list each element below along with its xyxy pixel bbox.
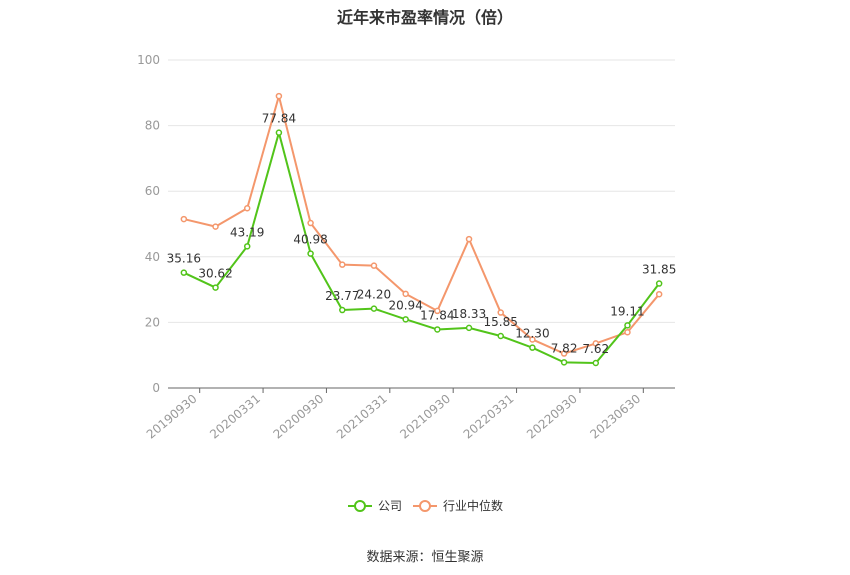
x-tick-label: 20200930 <box>271 392 327 442</box>
y-axis: 0 20 40 60 80 100 <box>137 53 160 395</box>
data-point[interactable] <box>465 235 473 243</box>
y-tick-label: 0 <box>152 381 160 395</box>
data-point[interactable] <box>275 92 283 100</box>
x-tick-label: 20210930 <box>397 392 453 442</box>
data-label: 12.30 <box>515 327 549 341</box>
data-point[interactable] <box>529 336 536 343</box>
chart-title: 近年来市盈率情况（倍） <box>336 8 513 27</box>
data-label: 19.11 <box>610 304 644 318</box>
data-point[interactable] <box>243 243 251 250</box>
series-points <box>180 92 663 367</box>
data-label: 15.85 <box>484 315 518 329</box>
data-point[interactable] <box>655 280 663 287</box>
data-point[interactable] <box>560 350 568 357</box>
x-tick-label: 20220930 <box>524 392 580 442</box>
data-point[interactable] <box>370 305 378 312</box>
data-point[interactable] <box>307 219 314 227</box>
data-point[interactable] <box>497 309 504 316</box>
data-point[interactable] <box>307 250 314 257</box>
data-point[interactable] <box>275 129 283 136</box>
data-label: 7.62 <box>582 342 609 356</box>
y-tick-label: 100 <box>137 53 160 67</box>
series-lines <box>183 95 660 365</box>
x-tick-label: 20190930 <box>144 392 200 442</box>
data-point[interactable] <box>655 290 663 298</box>
legend-item-company[interactable]: 公司 <box>348 499 402 513</box>
legend-label-company: 公司 <box>378 499 402 513</box>
x-axis: 20190930 20200331 20200930 20210331 20210930… <box>144 387 675 442</box>
data-point[interactable] <box>434 326 441 333</box>
data-label: 30.62 <box>198 267 232 281</box>
y-tick-label: 40 <box>145 250 160 264</box>
data-label: 23.77 <box>325 289 359 303</box>
data-point[interactable] <box>370 262 378 269</box>
data-point[interactable] <box>212 223 219 230</box>
data-point[interactable] <box>497 332 504 340</box>
legend-label-industry-median: 行业中位数 <box>443 498 503 513</box>
x-tick-label: 20220331 <box>461 392 517 442</box>
data-label: 40.98 <box>293 233 327 247</box>
data-point[interactable] <box>465 324 473 332</box>
data-point[interactable] <box>180 269 188 276</box>
data-label: 43.19 <box>230 225 264 239</box>
data-label: 18.33 <box>452 307 486 321</box>
data-label: 24.20 <box>357 288 391 302</box>
x-tick-label: 20200331 <box>207 392 263 442</box>
data-point[interactable] <box>624 322 631 329</box>
legend[interactable]: 公司 行业中位数 <box>348 498 503 513</box>
data-point[interactable] <box>402 316 409 323</box>
y-tick-label: 60 <box>145 184 160 198</box>
data-label: 31.85 <box>642 263 676 277</box>
data-point[interactable] <box>243 205 251 212</box>
data-label: 17.84 <box>420 308 454 322</box>
data-point[interactable] <box>212 284 219 291</box>
data-point[interactable] <box>592 359 600 367</box>
x-tick-label: 20210331 <box>334 392 390 442</box>
data-point[interactable] <box>402 290 409 298</box>
data-point[interactable] <box>624 328 631 336</box>
data-point[interactable] <box>529 344 536 351</box>
x-tick-label: 20230630 <box>587 392 643 442</box>
legend-item-industry-median[interactable]: 行业中位数 <box>413 498 503 513</box>
y-tick-label: 80 <box>145 119 160 133</box>
series-line-1 <box>183 95 660 355</box>
data-label: 20.94 <box>388 298 422 312</box>
y-tick-label: 20 <box>145 315 160 329</box>
data-point[interactable] <box>592 340 600 347</box>
data-label: 7.82 <box>551 341 578 355</box>
data-point[interactable] <box>434 307 441 315</box>
data-point[interactable] <box>180 215 188 223</box>
data-source: 数据来源：恒生聚源 <box>366 550 484 565</box>
data-point[interactable] <box>560 359 568 366</box>
data-point[interactable] <box>339 261 346 268</box>
data-point[interactable] <box>339 306 346 314</box>
data-label: 35.16 <box>167 252 201 266</box>
series-line-0 <box>183 131 660 365</box>
grid-lines <box>168 59 675 323</box>
data-label: 77.84 <box>262 112 296 126</box>
